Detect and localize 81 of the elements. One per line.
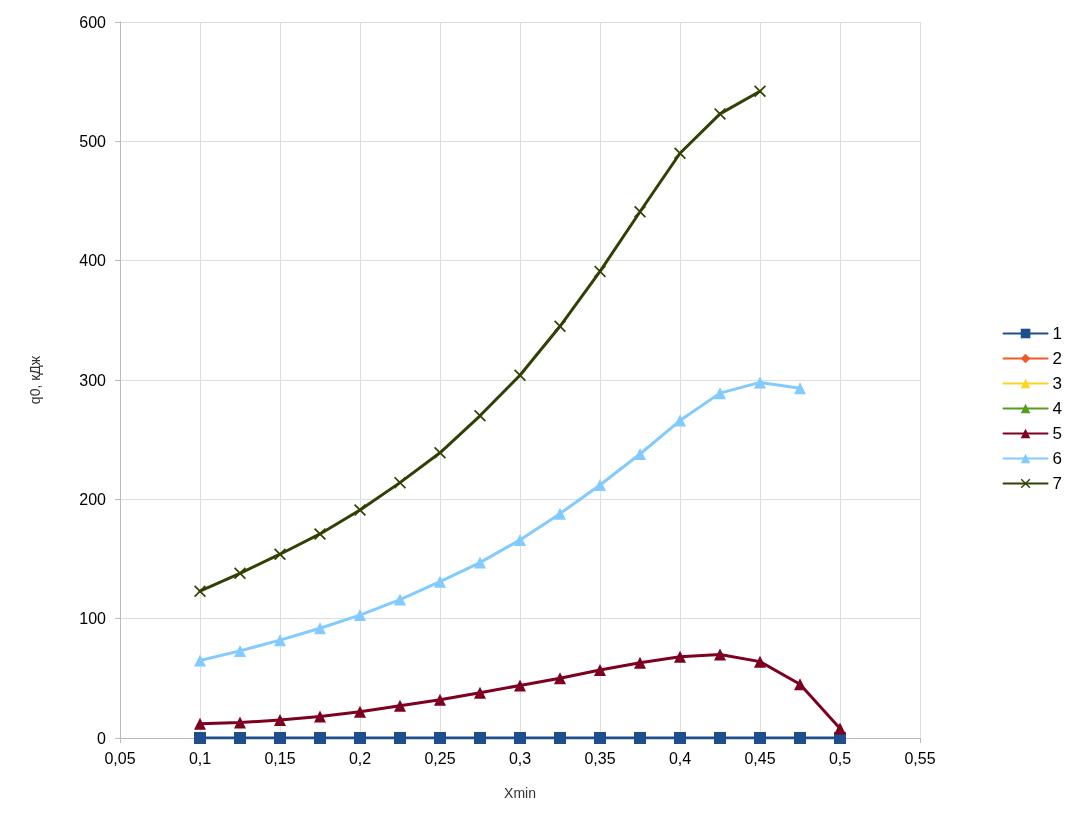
point	[314, 710, 326, 723]
y-tick-label: 400	[79, 252, 107, 270]
point	[794, 382, 806, 395]
point	[554, 507, 566, 520]
x-tick-label: 0,5	[828, 749, 852, 767]
legend-label: 3	[1052, 374, 1063, 393]
point	[194, 717, 206, 730]
point	[514, 533, 526, 546]
x-tick-label: 0,05	[104, 749, 136, 767]
x-tick-label: 0,35	[584, 749, 616, 767]
point	[554, 672, 566, 685]
point	[274, 634, 286, 647]
point	[674, 414, 686, 427]
point	[594, 479, 606, 492]
y-tick-label: 0	[97, 729, 107, 747]
legend-label: 1	[1052, 324, 1063, 343]
point	[354, 732, 366, 744]
point	[714, 648, 726, 661]
point	[314, 622, 326, 635]
point	[634, 447, 646, 460]
point	[394, 732, 406, 744]
point	[234, 732, 246, 744]
x-tick-label: 0,3	[508, 749, 532, 767]
point	[754, 85, 766, 98]
point	[234, 716, 246, 729]
point	[234, 644, 246, 657]
point	[754, 655, 766, 668]
point	[514, 732, 526, 744]
point	[314, 527, 326, 540]
point	[274, 732, 286, 744]
legend-label: 2	[1052, 349, 1063, 368]
point	[194, 732, 206, 744]
point	[594, 732, 606, 744]
point	[394, 593, 406, 606]
point	[314, 732, 326, 744]
x-tick-label: 0,15	[264, 749, 296, 767]
x-tick-label: 0,55	[904, 749, 936, 767]
point	[274, 714, 286, 727]
point	[194, 654, 206, 667]
point	[474, 732, 486, 744]
point	[714, 387, 726, 400]
x-tick-label: 0,25	[424, 749, 456, 767]
legend-label: 7	[1052, 474, 1063, 493]
point	[674, 650, 686, 663]
point	[514, 679, 526, 692]
point	[834, 722, 846, 735]
point	[474, 556, 486, 569]
x-axis-title: Xmin	[504, 785, 536, 801]
point	[794, 678, 806, 691]
legend-label: 5	[1052, 424, 1063, 443]
point	[634, 656, 646, 669]
y-tick-label: 500	[79, 132, 107, 150]
point	[354, 705, 366, 718]
legend-label: 6	[1052, 449, 1063, 468]
y-tick-label: 200	[79, 490, 107, 508]
point	[754, 732, 766, 744]
point	[434, 693, 446, 706]
point	[394, 699, 406, 712]
point	[674, 732, 686, 744]
point	[714, 107, 726, 120]
x-tick-label: 0,2	[348, 749, 372, 767]
legend-label: 4	[1052, 399, 1063, 418]
x-tick-label: 0,4	[668, 749, 692, 767]
point	[554, 732, 566, 744]
point	[474, 409, 486, 422]
y-axis-title: q0, кДж	[27, 355, 43, 405]
point	[354, 609, 366, 622]
y-tick-label: 300	[79, 371, 107, 389]
point	[594, 663, 606, 676]
point	[754, 376, 766, 389]
y-tick-label: 600	[79, 13, 107, 31]
x-tick-label: 0,45	[744, 749, 776, 767]
x-tick-label: 0,1	[188, 749, 212, 767]
point	[354, 504, 366, 517]
point	[634, 732, 646, 744]
y-tick-label: 100	[79, 610, 107, 628]
point	[434, 575, 446, 588]
point	[714, 732, 726, 744]
point	[434, 732, 446, 744]
point	[794, 732, 806, 744]
point	[474, 686, 486, 699]
